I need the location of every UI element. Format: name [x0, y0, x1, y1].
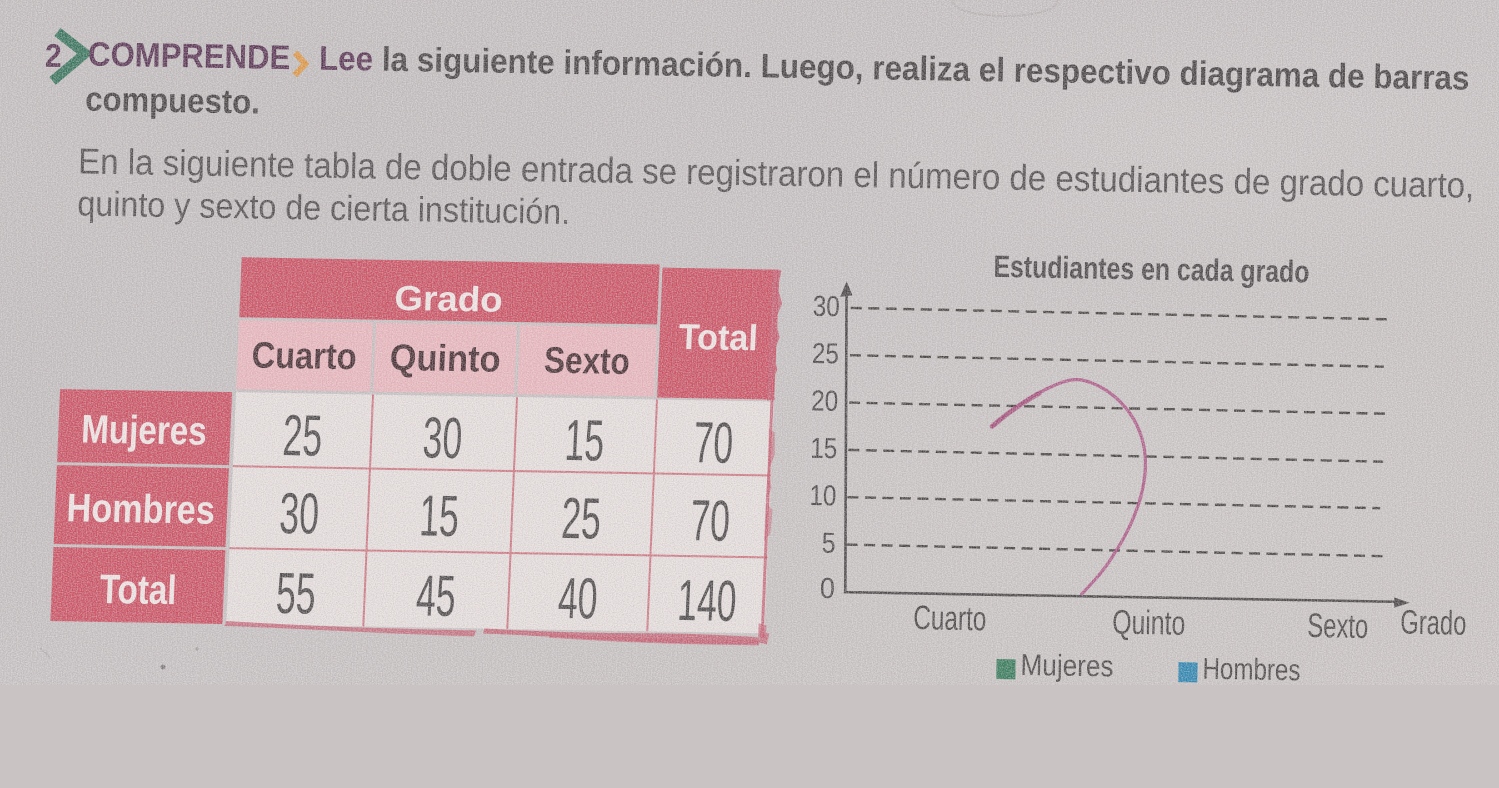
svg-text:20: 20	[811, 385, 839, 417]
svg-text:25: 25	[812, 338, 840, 370]
svg-text:Grado: Grado	[1400, 604, 1467, 643]
svg-text:0: 0	[820, 573, 836, 605]
svg-text:Quinto: Quinto	[1112, 604, 1186, 643]
svg-text:5: 5	[821, 528, 836, 560]
svg-text:Estudiantes en cada grado: Estudiantes en cada grado	[993, 249, 1310, 290]
svg-text:30: 30	[812, 291, 840, 323]
svg-text:15: 15	[810, 433, 838, 465]
svg-text:Sexto: Sexto	[1307, 607, 1369, 646]
svg-text:10: 10	[809, 480, 837, 512]
svg-text:Cuarto: Cuarto	[913, 599, 987, 638]
svg-text:Mujeres: Mujeres	[1020, 649, 1114, 684]
svg-text:Hombres: Hombres	[1202, 653, 1301, 688]
